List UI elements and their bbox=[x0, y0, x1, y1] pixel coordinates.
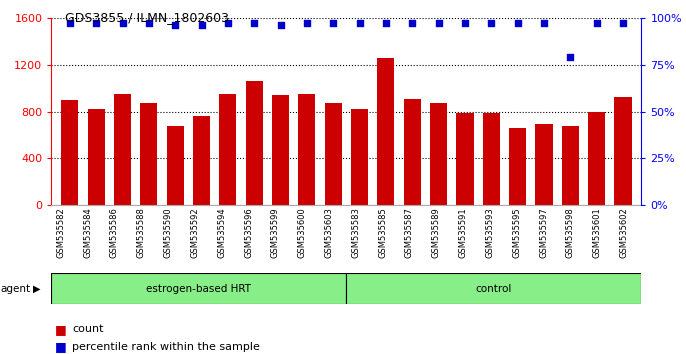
Text: ■: ■ bbox=[55, 323, 67, 336]
Text: GSM535590: GSM535590 bbox=[163, 207, 173, 258]
Text: ■: ■ bbox=[55, 341, 67, 353]
Point bbox=[249, 21, 260, 26]
Point bbox=[117, 21, 128, 26]
Text: GSM535582: GSM535582 bbox=[56, 207, 65, 258]
Text: control: control bbox=[475, 284, 512, 293]
Point bbox=[64, 21, 75, 26]
Bar bbox=[246, 81, 263, 205]
Bar bbox=[351, 109, 368, 205]
Bar bbox=[298, 94, 316, 205]
Text: GSM535596: GSM535596 bbox=[244, 207, 253, 258]
Point bbox=[539, 21, 549, 26]
Text: GSM535586: GSM535586 bbox=[110, 207, 119, 258]
Point bbox=[91, 21, 102, 26]
Point bbox=[591, 21, 602, 26]
Point bbox=[617, 21, 628, 26]
Point bbox=[143, 21, 154, 26]
Bar bbox=[404, 99, 421, 205]
Text: GSM535589: GSM535589 bbox=[431, 207, 441, 258]
Point bbox=[433, 21, 444, 26]
Text: GSM535583: GSM535583 bbox=[351, 207, 360, 258]
Text: count: count bbox=[72, 324, 104, 334]
Point bbox=[196, 22, 207, 28]
Text: GSM535597: GSM535597 bbox=[539, 207, 548, 258]
Bar bbox=[141, 103, 158, 205]
Text: GSM535591: GSM535591 bbox=[458, 207, 468, 258]
Point bbox=[565, 54, 576, 60]
Point bbox=[275, 22, 286, 28]
Point bbox=[301, 21, 312, 26]
Bar bbox=[346, 273, 641, 304]
Text: GSM535593: GSM535593 bbox=[486, 207, 495, 258]
Text: agent: agent bbox=[1, 284, 31, 293]
Text: GSM535588: GSM535588 bbox=[137, 207, 146, 258]
Bar bbox=[430, 103, 447, 205]
Point bbox=[169, 22, 180, 28]
Text: GSM535585: GSM535585 bbox=[378, 207, 387, 258]
Text: estrogen-based HRT: estrogen-based HRT bbox=[146, 284, 252, 293]
Text: GSM535584: GSM535584 bbox=[83, 207, 92, 258]
Text: GSM535600: GSM535600 bbox=[298, 207, 307, 258]
Text: ▶: ▶ bbox=[33, 284, 40, 293]
Bar bbox=[483, 113, 500, 205]
Text: GSM535603: GSM535603 bbox=[324, 207, 333, 258]
Text: percentile rank within the sample: percentile rank within the sample bbox=[72, 342, 260, 352]
Point bbox=[328, 21, 339, 26]
Bar bbox=[588, 112, 605, 205]
Text: GSM535599: GSM535599 bbox=[271, 207, 280, 258]
Bar bbox=[51, 273, 346, 304]
Bar bbox=[535, 124, 552, 205]
Bar bbox=[220, 94, 237, 205]
Bar bbox=[193, 116, 210, 205]
Text: GSM535594: GSM535594 bbox=[217, 207, 226, 258]
Text: GDS3855 / ILMN_1802603: GDS3855 / ILMN_1802603 bbox=[65, 11, 229, 24]
Text: GSM535601: GSM535601 bbox=[593, 207, 602, 258]
Bar bbox=[377, 58, 394, 205]
Point bbox=[486, 21, 497, 26]
Bar bbox=[61, 100, 78, 205]
Bar bbox=[562, 126, 579, 205]
Bar bbox=[88, 109, 105, 205]
Point bbox=[407, 21, 418, 26]
Bar bbox=[615, 97, 632, 205]
Text: GSM535587: GSM535587 bbox=[405, 207, 414, 258]
Bar bbox=[114, 94, 131, 205]
Bar bbox=[456, 113, 473, 205]
Text: GSM535598: GSM535598 bbox=[566, 207, 575, 258]
Text: GSM535602: GSM535602 bbox=[619, 207, 628, 258]
Point bbox=[512, 21, 523, 26]
Bar bbox=[509, 128, 526, 205]
Point bbox=[460, 21, 471, 26]
Text: GSM535592: GSM535592 bbox=[191, 207, 200, 258]
Text: GSM535595: GSM535595 bbox=[512, 207, 521, 258]
Bar bbox=[167, 126, 184, 205]
Point bbox=[354, 21, 365, 26]
Point bbox=[381, 21, 392, 26]
Bar bbox=[324, 103, 342, 205]
Bar bbox=[272, 95, 289, 205]
Point bbox=[222, 21, 233, 26]
